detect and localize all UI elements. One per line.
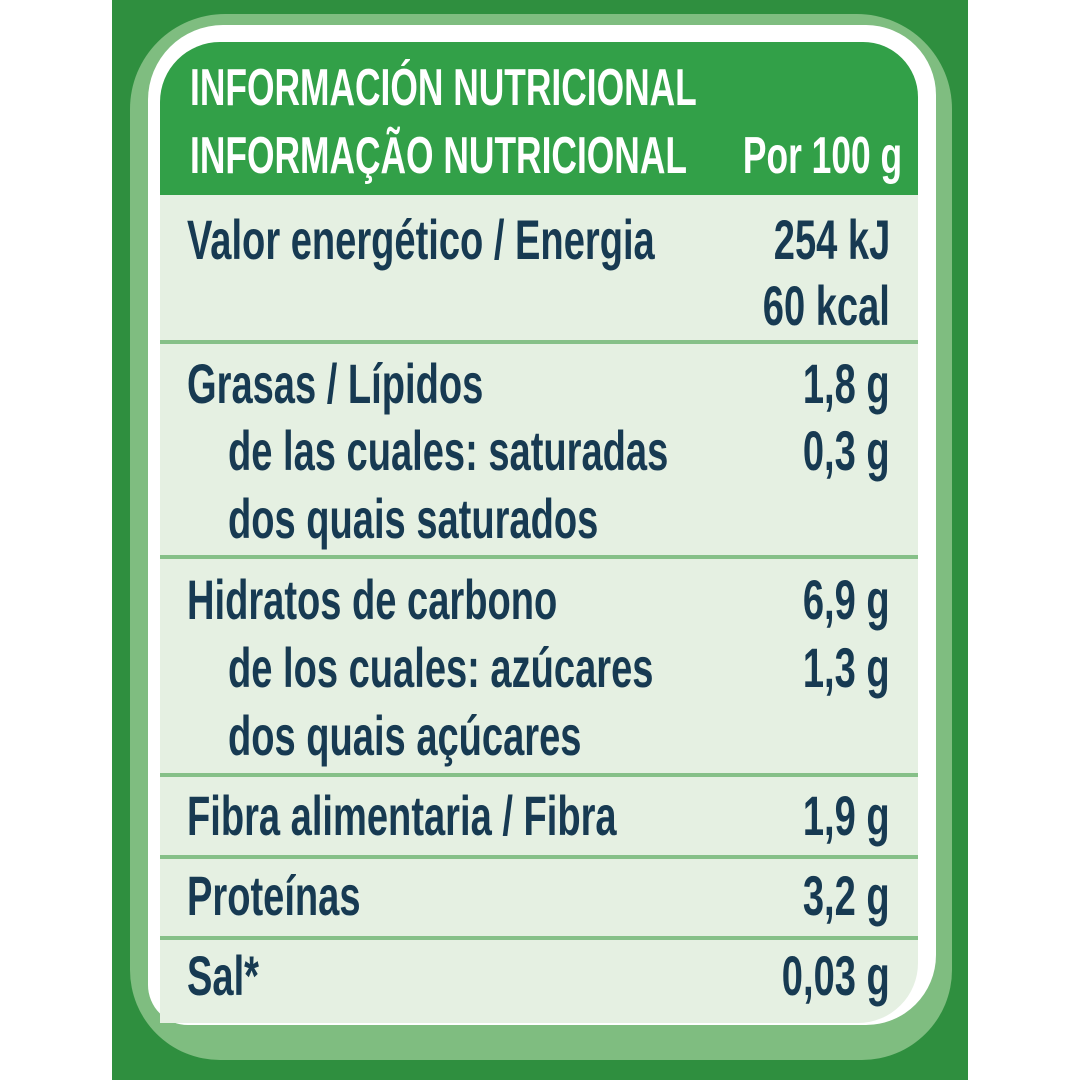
row-salt-label: Sal* xyxy=(187,944,259,1007)
row-protein-value: 3,2 g xyxy=(803,864,890,927)
row-sugars-value: 1,3 g xyxy=(803,636,890,699)
row-saturated-label: de las cuales: saturadas xyxy=(228,419,669,482)
row-protein-label: Proteínas xyxy=(187,864,361,927)
row-sugars-label: de los cuales: azúcares xyxy=(228,636,654,699)
row-carbs-label: Hidratos de carbono xyxy=(187,568,558,631)
title-es: INFORMACIÓN NUTRICIONAL xyxy=(190,59,697,117)
divider xyxy=(160,340,918,344)
per-100g-label: Por 100 g xyxy=(742,127,902,185)
row-saturated-value: 0,3 g xyxy=(803,419,890,482)
row-sugars-label-pt: dos quais açúcares xyxy=(228,704,582,767)
divider xyxy=(160,555,918,559)
row-carbs-value: 6,9 g xyxy=(803,568,890,631)
row-energy-kcal: 60 kcal xyxy=(762,274,890,337)
row-saturated-label-pt: dos quais saturados xyxy=(228,487,599,550)
row-fibre-value: 1,9 g xyxy=(803,784,890,847)
divider xyxy=(160,855,918,859)
title-pt: INFORMAÇÃO NUTRICIONAL xyxy=(190,127,687,185)
row-fibre-label: Fibra alimentaria / Fibra xyxy=(187,784,617,847)
row-salt-value: 0,03 g xyxy=(782,944,890,1007)
row-fat-label: Grasas / Lípidos xyxy=(187,352,484,415)
row-energy-label: Valor energético / Energia xyxy=(187,208,655,271)
table-header xyxy=(160,42,918,195)
divider xyxy=(160,936,918,940)
row-fat-value: 1,8 g xyxy=(803,352,890,415)
table-body xyxy=(160,195,918,1023)
divider xyxy=(160,773,918,777)
row-energy-kj: 254 kJ xyxy=(773,208,890,271)
